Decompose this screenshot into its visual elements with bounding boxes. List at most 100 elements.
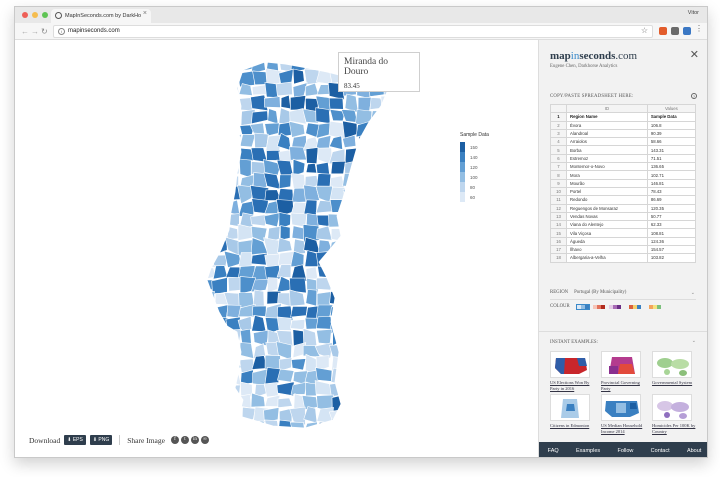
download-png-button[interactable]: ⬇ PNG xyxy=(89,435,113,445)
municipality-region[interactable] xyxy=(291,187,307,203)
municipality-region[interactable] xyxy=(329,199,348,213)
spreadsheet-row[interactable]: 18 Albergaria-a-Velha 103.82 xyxy=(550,253,697,263)
municipality-region[interactable] xyxy=(357,394,371,412)
municipality-region[interactable] xyxy=(342,187,361,204)
municipality-region[interactable] xyxy=(213,353,227,371)
municipality-region[interactable] xyxy=(250,213,269,227)
municipality-region[interactable] xyxy=(223,341,242,356)
spreadsheet-row[interactable]: 1 Region Name Sample Data xyxy=(550,112,697,122)
municipality-region[interactable] xyxy=(368,380,385,399)
chevron-down-icon[interactable]: ⌄ xyxy=(691,338,696,344)
linkedin-icon[interactable]: in xyxy=(190,436,199,444)
municipality-region[interactable] xyxy=(238,83,253,96)
region-name-cell[interactable]: Ílhavo xyxy=(566,245,648,255)
municipality-region[interactable] xyxy=(381,213,397,229)
region-name-cell[interactable]: Mourão xyxy=(566,178,648,188)
example-thumbnail[interactable] xyxy=(652,351,692,378)
municipality-region[interactable] xyxy=(316,225,333,241)
municipality-region[interactable] xyxy=(280,94,292,110)
municipality-region[interactable] xyxy=(252,172,268,189)
municipality-region[interactable] xyxy=(289,421,306,435)
municipality-region[interactable] xyxy=(266,277,278,294)
municipality-region[interactable] xyxy=(278,357,293,372)
municipality-region[interactable] xyxy=(354,147,372,165)
palette-spectral[interactable] xyxy=(648,304,661,309)
column-header-id[interactable]: ID xyxy=(566,103,648,114)
municipality-region[interactable] xyxy=(289,108,307,125)
municipality-region[interactable] xyxy=(330,228,348,243)
value-cell[interactable]: 102.71 xyxy=(646,170,697,180)
municipality-region[interactable] xyxy=(214,200,228,214)
region-name-cell[interactable]: Arraiolos xyxy=(566,137,648,147)
municipality-region[interactable] xyxy=(368,276,385,290)
municipality-region[interactable] xyxy=(199,224,216,242)
municipality-region[interactable] xyxy=(382,188,396,203)
municipality-region[interactable] xyxy=(342,277,359,294)
municipality-region[interactable] xyxy=(210,97,229,113)
municipality-region[interactable] xyxy=(342,172,358,188)
municipality-region[interactable] xyxy=(342,264,359,281)
municipality-region[interactable] xyxy=(290,306,308,318)
municipality-region[interactable] xyxy=(212,328,226,347)
municipality-region[interactable] xyxy=(199,107,216,124)
municipality-region[interactable] xyxy=(367,250,383,267)
municipality-region[interactable] xyxy=(355,342,372,361)
value-cell[interactable]: 154.57 xyxy=(646,245,697,255)
municipality-region[interactable] xyxy=(305,266,319,280)
municipality-region[interactable] xyxy=(199,199,213,217)
municipality-region[interactable] xyxy=(212,342,230,360)
example-thumbnail[interactable] xyxy=(601,351,641,378)
municipality-region[interactable] xyxy=(225,56,243,75)
region-name-cell[interactable]: Albergaria-a-Velha xyxy=(566,253,648,263)
municipality-region[interactable] xyxy=(239,328,252,344)
spreadsheet-row[interactable]: 6 Estremoz 71.51 xyxy=(550,153,697,164)
municipality-region[interactable] xyxy=(239,358,255,373)
municipality-region[interactable] xyxy=(226,133,242,151)
municipality-region[interactable] xyxy=(225,123,240,137)
municipality-region[interactable] xyxy=(212,185,226,203)
municipality-region[interactable] xyxy=(211,384,227,398)
value-cell[interactable]: 86.69 xyxy=(646,195,697,205)
municipality-region[interactable] xyxy=(383,265,397,282)
municipality-region[interactable] xyxy=(342,210,359,226)
municipality-region[interactable] xyxy=(291,358,307,371)
reload-icon[interactable]: ↻ xyxy=(41,27,48,36)
spreadsheet-row[interactable]: 13 Vendas Novas 50.77 xyxy=(550,211,697,222)
region-name-cell[interactable]: Borba xyxy=(566,145,648,155)
municipality-region[interactable] xyxy=(329,381,347,398)
municipality-region[interactable] xyxy=(368,122,387,139)
municipality-region[interactable] xyxy=(278,149,293,164)
municipality-region[interactable] xyxy=(289,406,306,426)
profile-name[interactable]: Vitor xyxy=(687,10,699,16)
download-extension-icon[interactable] xyxy=(683,27,691,35)
municipality-region[interactable] xyxy=(355,355,370,372)
colour-palettes[interactable] xyxy=(573,303,661,310)
municipality-region[interactable] xyxy=(315,316,333,330)
municipality-region[interactable] xyxy=(340,109,358,123)
municipality-region[interactable] xyxy=(383,134,398,152)
municipality-region[interactable] xyxy=(227,109,239,125)
municipality-region[interactable] xyxy=(382,251,395,268)
municipality-region[interactable] xyxy=(292,158,306,177)
municipality-region[interactable] xyxy=(340,394,359,412)
municipality-region[interactable] xyxy=(369,290,385,307)
close-panel-icon[interactable]: ✕ xyxy=(689,49,699,61)
municipality-region[interactable] xyxy=(292,238,306,255)
region-name-cell[interactable]: Vila Viçosa xyxy=(566,228,648,238)
municipality-region[interactable] xyxy=(201,381,215,397)
example-link[interactable]: Citizens in Edmonton xyxy=(550,423,590,428)
municipality-region[interactable] xyxy=(368,343,384,358)
value-cell[interactable]: 71.51 xyxy=(646,153,697,164)
spreadsheet-row[interactable]: 17 Ílhavo 154.57 xyxy=(550,245,697,255)
municipality-region[interactable] xyxy=(250,392,266,408)
example-thumbnail[interactable] xyxy=(601,394,641,421)
minimize-window-button[interactable] xyxy=(32,12,38,18)
municipality-region[interactable] xyxy=(382,121,398,139)
municipality-region[interactable] xyxy=(276,264,292,278)
municipality-region[interactable] xyxy=(199,394,214,410)
municipality-region[interactable] xyxy=(330,418,347,436)
help-icon[interactable]: ? xyxy=(691,93,697,99)
spreadsheet[interactable]: ID Values 1 Region Name Sample Data 2 Évora 1… xyxy=(550,103,697,263)
municipality-region[interactable] xyxy=(214,367,229,383)
municipality-region[interactable] xyxy=(315,200,333,214)
